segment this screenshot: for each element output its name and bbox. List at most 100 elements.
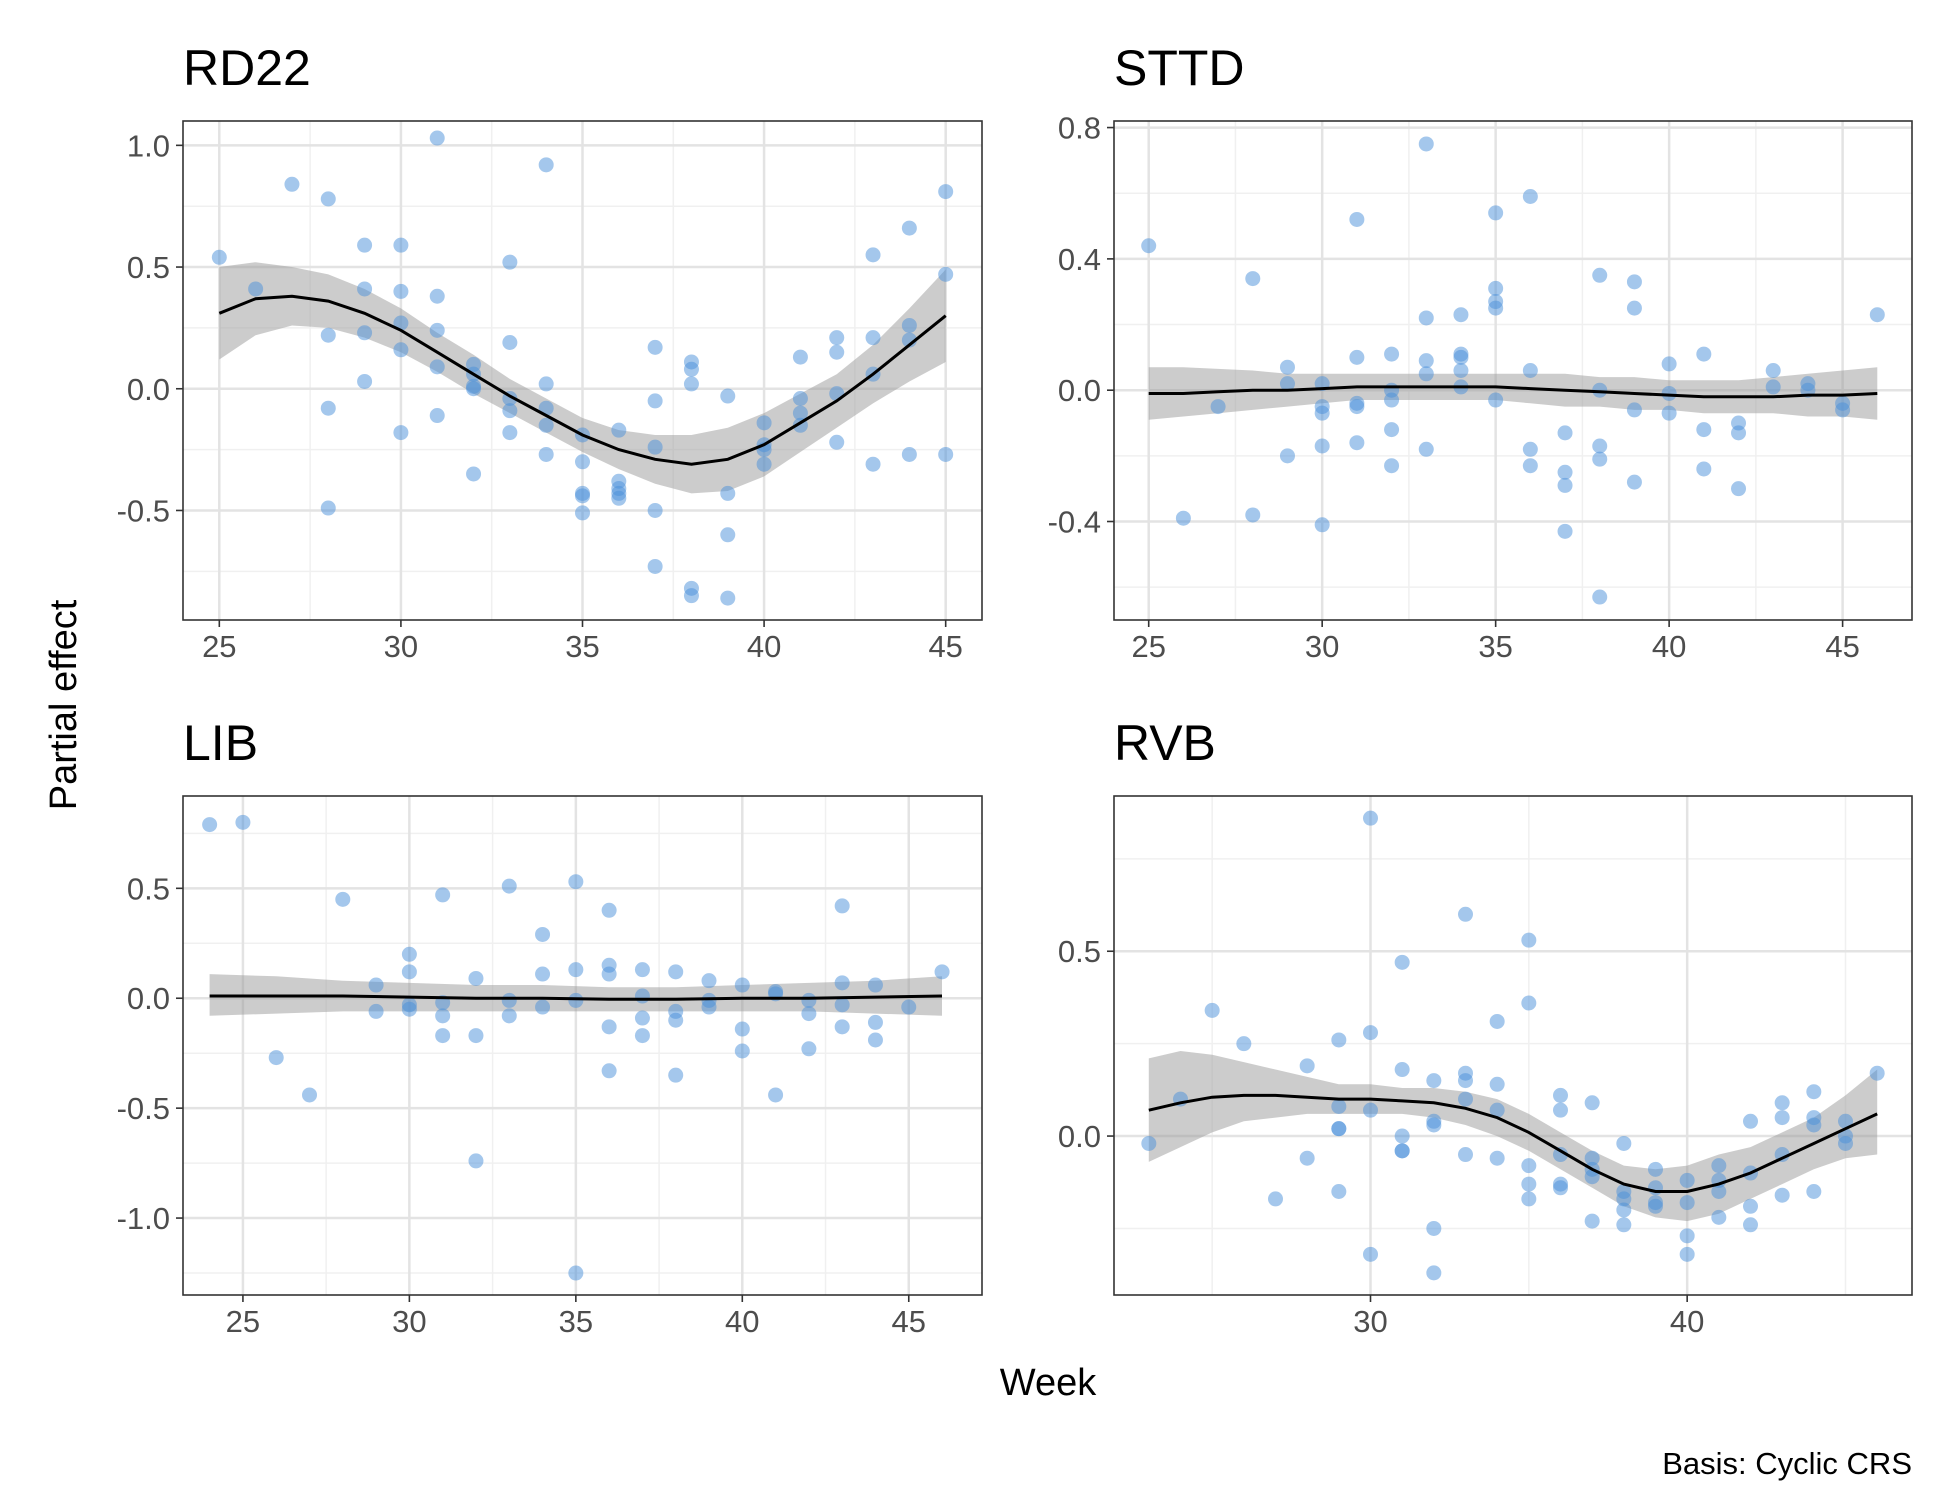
data-point: [1418, 353, 1434, 369]
data-point: [801, 1006, 817, 1022]
data-point: [1245, 271, 1261, 287]
data-point: [668, 1067, 684, 1083]
data-point: [401, 946, 417, 962]
y-tick-label: 0.0: [1058, 1119, 1101, 1154]
data-point: [1521, 1191, 1537, 1207]
data-point: [1349, 435, 1365, 451]
y-tick-label: 0.5: [1058, 934, 1101, 969]
data-point: [1774, 1187, 1790, 1203]
data-point: [865, 247, 881, 263]
data-point: [1711, 1184, 1727, 1200]
data-point: [575, 505, 590, 521]
data-point: [1679, 1172, 1695, 1188]
panel-title: RD22: [183, 40, 311, 96]
data-point: [1210, 399, 1226, 415]
panel-title: RVB: [1114, 715, 1216, 771]
data-point: [1806, 1117, 1822, 1133]
data-point: [1806, 1084, 1822, 1100]
data-point: [1394, 954, 1410, 970]
x-tick-label: 35: [565, 629, 599, 664]
data-point: [1522, 189, 1538, 205]
data-point: [468, 970, 484, 986]
data-point: [1458, 1091, 1473, 1107]
data-point: [1711, 1209, 1727, 1225]
data-point: [1489, 1013, 1505, 1029]
data-point: [429, 288, 445, 304]
data-point: [1418, 366, 1434, 382]
data-point: [335, 891, 351, 907]
data-point: [634, 988, 650, 1004]
data-point: [1592, 438, 1608, 454]
y-tick-label: 0.0: [127, 981, 170, 1016]
data-point: [320, 327, 336, 343]
data-point: [756, 415, 772, 431]
data-point: [792, 349, 808, 365]
smooth-line: [218, 294, 947, 466]
data-point: [1489, 1102, 1505, 1118]
data-point: [1521, 1176, 1537, 1192]
data-point: [1869, 307, 1885, 323]
panel-title: LIB: [183, 715, 258, 771]
data-point: [1696, 461, 1712, 477]
data-point: [829, 344, 845, 360]
panel-border: [182, 795, 983, 1296]
data-point: [768, 1087, 784, 1103]
data-point: [1679, 1195, 1695, 1211]
data-point: [1584, 1213, 1600, 1229]
data-point: [502, 425, 518, 441]
data-point: [575, 488, 590, 504]
data-point: [634, 1028, 650, 1044]
data-point: [1418, 441, 1434, 457]
data-point: [466, 466, 482, 482]
data-point: [1363, 1025, 1378, 1041]
data-point: [934, 964, 950, 980]
data-point: [1384, 458, 1400, 474]
smooth-line: [209, 994, 943, 1001]
data-point: [634, 962, 650, 978]
data-point: [1521, 932, 1537, 948]
data-point: [829, 434, 845, 450]
data-point: [1363, 1102, 1378, 1118]
data-point: [466, 381, 482, 397]
data-point: [1489, 1076, 1505, 1092]
data-point: [801, 992, 817, 1008]
data-point: [1616, 1135, 1632, 1151]
data-point: [429, 322, 445, 338]
data-point: [1204, 1002, 1220, 1018]
caption: Basis: Cyclic CRS: [1662, 1446, 1912, 1481]
data-point: [1384, 422, 1400, 438]
data-point: [1363, 810, 1378, 826]
data-point: [1331, 1121, 1347, 1137]
data-point: [1488, 392, 1504, 408]
data-point: [538, 376, 554, 392]
data-point: [357, 237, 373, 253]
data-point: [647, 393, 663, 409]
data-point: [302, 1087, 318, 1103]
data-point: [1696, 422, 1712, 438]
data-point: [235, 814, 251, 830]
data-point: [435, 1028, 451, 1044]
data-point: [1331, 1032, 1347, 1048]
confidence-band: [1148, 1051, 1878, 1222]
x-tick-label: 30: [392, 1304, 426, 1339]
data-point: [320, 500, 336, 516]
data-point: [1488, 280, 1504, 296]
panel-rd22: RD22 25 30 35 40 45 -0.5 0.0 0.5 1.0: [117, 40, 983, 664]
data-point: [720, 527, 736, 543]
data-point: [1245, 507, 1261, 523]
x-tick-label: 35: [559, 1304, 593, 1339]
data-point: [601, 1063, 617, 1079]
data-point: [1488, 300, 1504, 316]
data-point: [429, 359, 445, 375]
data-point: [611, 422, 627, 438]
data-point: [801, 1041, 817, 1057]
data-point: [901, 446, 917, 462]
data-point: [701, 973, 717, 989]
data-point: [1418, 310, 1434, 326]
data-point: [1453, 363, 1469, 378]
data-point: [1774, 1147, 1790, 1163]
data-point: [1384, 346, 1400, 362]
data-point: [734, 1043, 750, 1059]
panel-title: STTD: [1114, 40, 1245, 96]
data-point: [1731, 481, 1747, 497]
